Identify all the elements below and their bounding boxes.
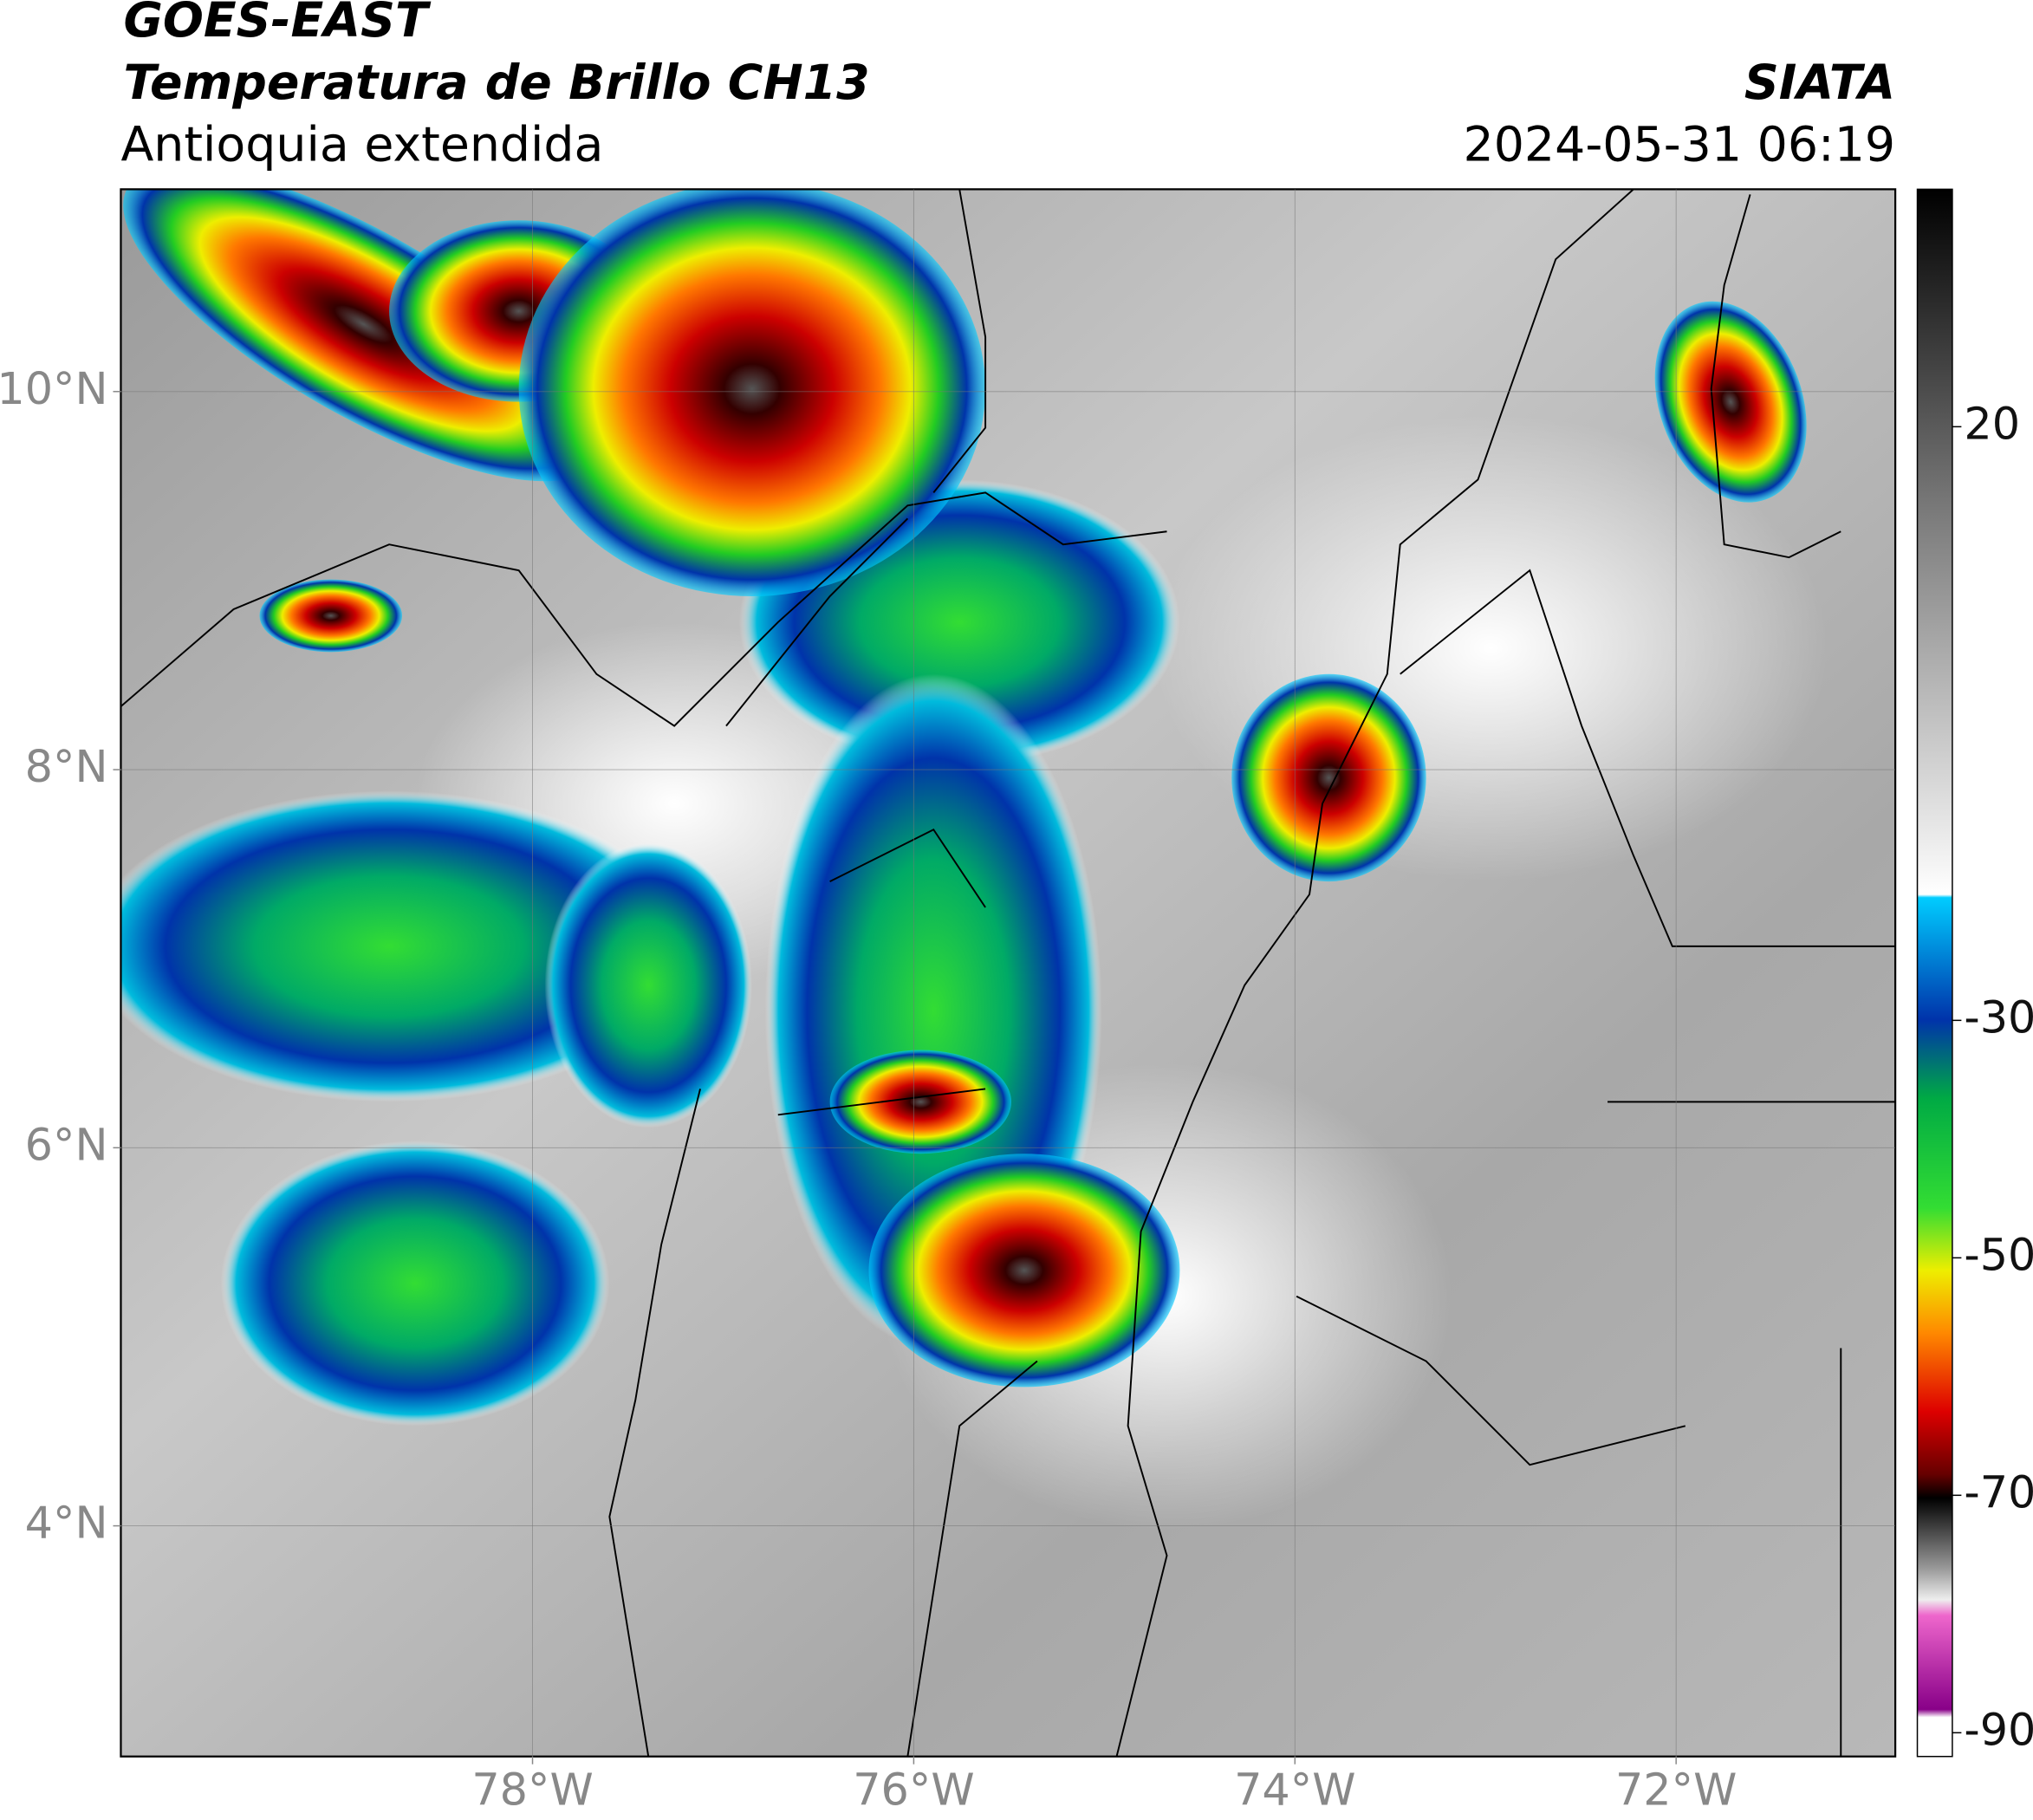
- cloud-cool: [544, 842, 752, 1128]
- storm: [518, 189, 986, 596]
- subtitle: Temperatura de Brillo CH13: [123, 55, 869, 111]
- storm: [1654, 301, 1807, 503]
- title: GOES-EAST: [123, 0, 432, 49]
- map-frame: [120, 188, 1897, 1758]
- border: [120, 189, 1896, 1757]
- storm: [829, 1050, 1012, 1154]
- colorbar: [1916, 188, 1953, 1758]
- storm: [1231, 673, 1426, 882]
- storm: [123, 189, 604, 482]
- colorbar-tick-label: 20: [1964, 398, 2020, 449]
- colorbar-tick-label: -30: [1964, 991, 2033, 1043]
- colorbar-tick-label: -90: [1964, 1704, 2033, 1755]
- storm: [259, 579, 403, 653]
- lon-tick-label: 76°W: [853, 1765, 974, 1816]
- lat-tick-label: 6°N: [25, 1119, 108, 1170]
- colorbar-tick-label: -50: [1964, 1229, 2033, 1280]
- lon-tick-label: 78°W: [471, 1765, 593, 1816]
- storm: [868, 1154, 1180, 1388]
- map: [120, 189, 1896, 1757]
- region: Antioquia extendida: [120, 118, 603, 173]
- colorbar-tick-label: -70: [1964, 1466, 2033, 1518]
- lat-tick-label: 8°N: [25, 741, 108, 792]
- lat-tick-label: 10°N: [0, 363, 107, 414]
- lat-tick-label: 4°N: [25, 1498, 108, 1549]
- lon-tick-label: 74°W: [1234, 1765, 1355, 1816]
- datetime: 2024-05-31 06:19: [1464, 118, 1896, 173]
- lon-tick-label: 72°W: [1615, 1765, 1737, 1816]
- source: SIATA: [1744, 55, 1895, 111]
- cloud-cool: [120, 790, 687, 1102]
- cloud-cool: [220, 1141, 610, 1427]
